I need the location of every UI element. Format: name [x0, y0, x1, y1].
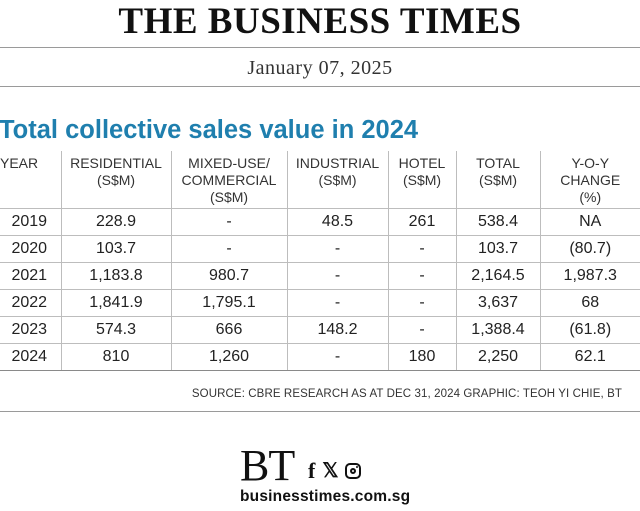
cell-industrial: - [286, 262, 388, 290]
cell-hotel: 261 [387, 208, 456, 236]
column-header-yoy-change: Y-O-Y CHANGE (%) [539, 151, 640, 209]
cell-yoy-change: 1,987.3 [539, 262, 640, 290]
table-row: 2021 1,183.8 980.7- -2,164.5 1,987.3 [0, 262, 640, 290]
bt-logo: BT [240, 441, 295, 490]
cell-mixed-use-commercial: 1,795.1 [170, 289, 287, 317]
cell-year: 2021 [0, 262, 61, 290]
cell-residential: 103.7 [60, 235, 171, 263]
masthead: THE BUSINESS TIMES [118, 1, 522, 42]
cell-industrial: - [286, 235, 388, 263]
cell-total: 103.7 [455, 235, 540, 263]
cell-total: 2,250 [455, 343, 540, 371]
cell-hotel: 180 [387, 343, 456, 371]
date-divider [0, 86, 640, 87]
cell-total: 538.4 [455, 208, 540, 236]
cell-total: 1,388.4 [455, 316, 540, 344]
column-header-hotel: HOTEL (S$M) [387, 151, 456, 209]
cell-mixed-use-commercial: - [170, 235, 287, 263]
column-header-residential: RESIDENTIAL (S$M) [60, 151, 171, 209]
table-row: 2023 574.3 666 148.2-1,388.4 (61.8) [0, 316, 640, 344]
table-row: 2022 1,841.9 1,795.1- -3,637 68 [0, 289, 640, 317]
source-note: SOURCE: CBRE RESEARCH AS AT DEC 31, 2024… [191, 388, 622, 400]
social-links: f 𝕏 [308, 458, 362, 483]
cell-mixed-use-commercial: 666 [170, 316, 287, 344]
cell-mixed-use-commercial: - [170, 208, 287, 236]
cell-total: 3,637 [455, 289, 540, 317]
cell-yoy-change: 62.1 [539, 343, 640, 371]
cell-year: 2023 [0, 316, 61, 344]
cell-residential: 810 [60, 343, 171, 371]
publication-date: January 07, 2025 [247, 57, 393, 79]
cell-residential: 1,841.9 [60, 289, 171, 317]
cell-hotel: - [387, 289, 456, 317]
table-row: 2024 810 1,260-180 2,250 62.1 [0, 343, 640, 371]
cell-mixed-use-commercial: 1,260 [170, 343, 287, 371]
cell-year: 2020 [0, 235, 61, 263]
cell-hotel: - [387, 316, 456, 344]
column-header-mixed-use-commercial: MIXED-USE/COMMERCIAL (S$M) [170, 151, 287, 209]
cell-residential: 574.3 [60, 316, 171, 344]
cell-industrial: 148.2 [286, 316, 388, 344]
table-row: 2020 103.7- - -103.7 (80.7) [0, 235, 640, 263]
cell-yoy-change: 68 [539, 289, 640, 317]
table-row: 2019 228.9-48.5 261 538.4 NA [0, 208, 640, 236]
footer: BT f 𝕏 businesstimes.com.sg [0, 441, 640, 511]
cell-hotel: - [387, 235, 456, 263]
x-icon[interactable]: 𝕏 [322, 460, 339, 482]
cell-mixed-use-commercial: 980.7 [170, 262, 287, 290]
column-header-industrial: INDUSTRIAL (S$M) [286, 151, 388, 209]
column-header-total: TOTAL (S$M) [455, 151, 540, 209]
chart-title: Total collective sales value in 2024 [0, 116, 419, 144]
instagram-icon[interactable] [345, 463, 362, 479]
cell-yoy-change: (61.8) [539, 316, 640, 344]
cell-residential: 228.9 [60, 208, 171, 236]
cell-hotel: - [387, 262, 456, 290]
cell-year: 2024 [0, 343, 61, 371]
column-header-year: YEAR [0, 155, 39, 171]
site-url[interactable]: businesstimes.com.sg [240, 488, 411, 505]
cell-yoy-change: NA [539, 208, 640, 236]
cell-total: 2,164.5 [455, 262, 540, 290]
table-body: 2019 228.9-48.5 261 538.4 NA 2020 103.7- - -103.… [0, 208, 640, 371]
cell-industrial: - [286, 289, 388, 317]
cell-year: 2022 [0, 289, 61, 317]
cell-industrial: - [286, 343, 388, 371]
masthead-divider [0, 47, 640, 48]
sales-table: YEAR RESIDENTIAL (S$M) MIXED-USE/COMMERCI… [0, 151, 640, 371]
cell-year: 2019 [0, 208, 61, 236]
cell-residential: 1,183.8 [60, 262, 171, 290]
cell-yoy-change: (80.7) [539, 235, 640, 263]
cell-industrial: 48.5 [286, 208, 388, 236]
facebook-icon[interactable]: f [308, 458, 316, 483]
source-divider [0, 411, 640, 412]
table-header-row: YEAR RESIDENTIAL (S$M) MIXED-USE/COMMERCI… [0, 151, 640, 209]
